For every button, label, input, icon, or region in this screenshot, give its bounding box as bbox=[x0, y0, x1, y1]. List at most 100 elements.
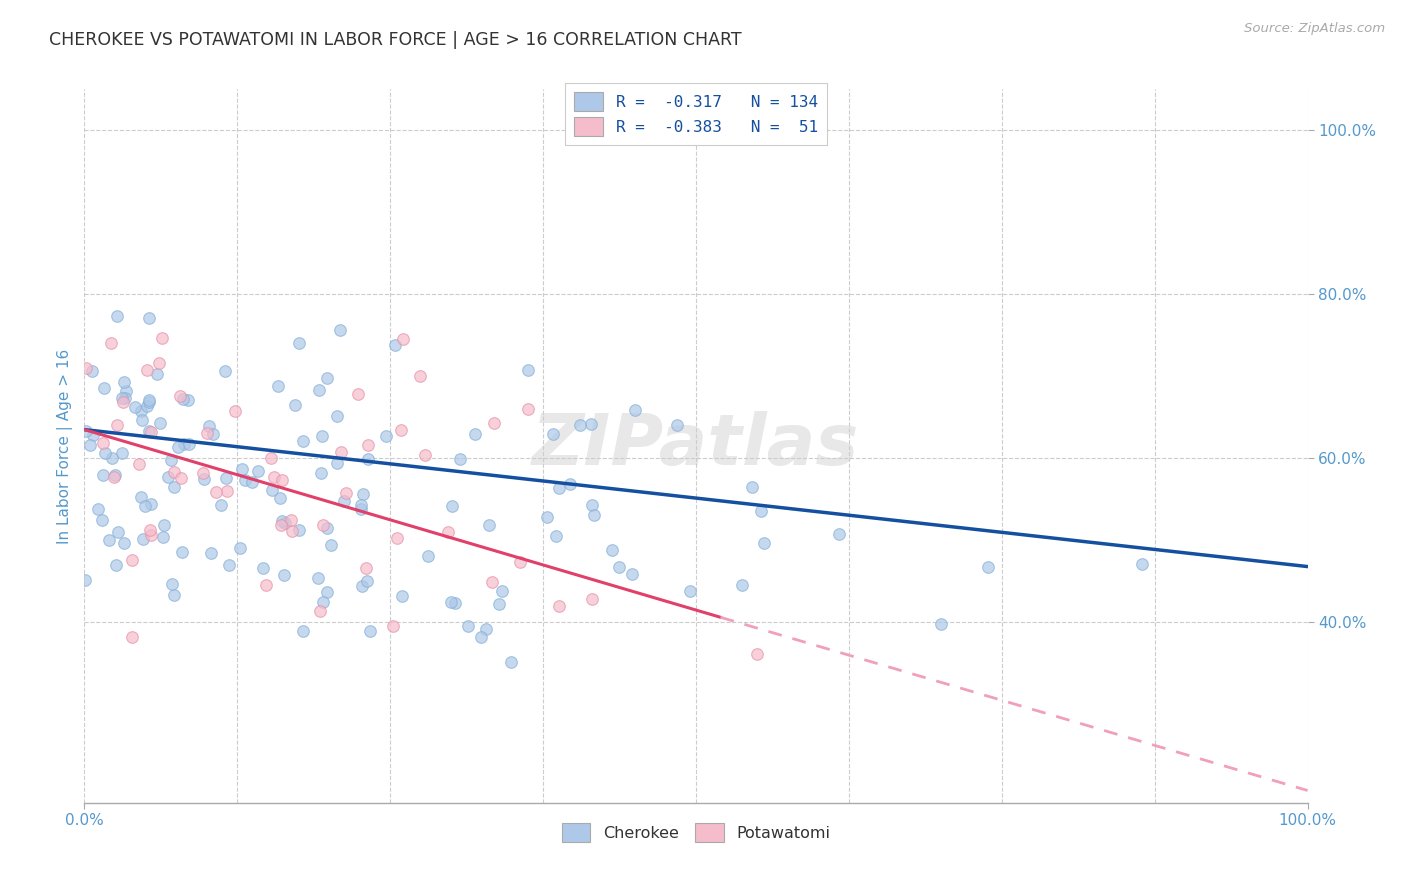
Point bbox=[94, 446, 117, 460]
Y-axis label: In Labor Force | Age > 16: In Labor Force | Age > 16 bbox=[58, 349, 73, 543]
Point bbox=[581, 591, 603, 606]
Point bbox=[138, 311, 160, 326]
Point bbox=[198, 418, 221, 433]
Point bbox=[195, 426, 218, 441]
Point bbox=[621, 567, 644, 582]
Point bbox=[828, 527, 851, 541]
Legend: Cherokee, Potawatomi: Cherokee, Potawatomi bbox=[555, 817, 837, 848]
Point bbox=[177, 393, 200, 408]
Point bbox=[509, 555, 531, 569]
Point bbox=[413, 448, 436, 462]
Point bbox=[112, 376, 135, 390]
Point bbox=[105, 418, 128, 433]
Point bbox=[156, 470, 179, 484]
Point bbox=[311, 429, 333, 443]
Point bbox=[200, 546, 222, 560]
Point bbox=[269, 491, 291, 505]
Text: ZIPatlas: ZIPatlas bbox=[533, 411, 859, 481]
Point bbox=[470, 630, 492, 644]
Point bbox=[270, 473, 292, 487]
Text: CHEROKEE VS POTAWATOMI IN LABOR FORCE | AGE > 16 CORRELATION CHART: CHEROKEE VS POTAWATOMI IN LABOR FORCE | … bbox=[49, 31, 742, 49]
Point bbox=[312, 517, 335, 532]
Point bbox=[138, 424, 160, 438]
Point bbox=[482, 416, 505, 430]
Point bbox=[326, 409, 349, 424]
Point bbox=[475, 622, 498, 636]
Point bbox=[75, 360, 97, 375]
Point bbox=[170, 545, 193, 559]
Point bbox=[134, 500, 156, 514]
Point bbox=[516, 363, 538, 377]
Point bbox=[354, 561, 377, 575]
Point bbox=[111, 446, 134, 460]
Point bbox=[111, 392, 134, 406]
Point bbox=[274, 516, 297, 531]
Point bbox=[741, 480, 763, 494]
Point bbox=[240, 475, 263, 489]
Point bbox=[309, 604, 332, 618]
Point bbox=[136, 400, 159, 414]
Point bbox=[731, 577, 754, 591]
Point bbox=[121, 630, 143, 644]
Point bbox=[350, 501, 373, 516]
Point bbox=[679, 584, 702, 599]
Point bbox=[98, 533, 121, 547]
Point bbox=[160, 576, 183, 591]
Point bbox=[131, 413, 153, 427]
Point bbox=[114, 392, 136, 406]
Point bbox=[170, 470, 193, 484]
Point bbox=[929, 616, 952, 631]
Point bbox=[665, 418, 688, 433]
Point bbox=[73, 573, 96, 587]
Point bbox=[138, 395, 160, 409]
Point bbox=[121, 553, 143, 567]
Point bbox=[309, 467, 332, 481]
Point bbox=[329, 445, 352, 459]
Point bbox=[100, 335, 122, 350]
Point bbox=[267, 379, 290, 393]
Point bbox=[385, 531, 408, 545]
Point bbox=[326, 456, 349, 470]
Point bbox=[312, 594, 335, 608]
Point bbox=[169, 389, 191, 403]
Point bbox=[418, 549, 440, 563]
Point bbox=[384, 337, 406, 351]
Point bbox=[270, 517, 292, 532]
Point bbox=[209, 498, 232, 512]
Point bbox=[977, 559, 1000, 574]
Point bbox=[579, 417, 602, 431]
Point bbox=[101, 450, 124, 465]
Point bbox=[205, 484, 228, 499]
Point bbox=[91, 435, 114, 450]
Point bbox=[129, 404, 152, 418]
Point bbox=[541, 427, 564, 442]
Point bbox=[409, 369, 432, 384]
Point bbox=[128, 457, 150, 471]
Point bbox=[281, 524, 304, 539]
Point bbox=[357, 452, 380, 467]
Point bbox=[600, 542, 623, 557]
Point bbox=[263, 470, 285, 484]
Point bbox=[271, 514, 294, 528]
Point bbox=[437, 524, 460, 539]
Point bbox=[350, 579, 373, 593]
Point bbox=[138, 392, 160, 407]
Point bbox=[335, 485, 357, 500]
Point bbox=[315, 371, 337, 385]
Point bbox=[491, 584, 513, 599]
Point bbox=[536, 509, 558, 524]
Point bbox=[231, 462, 253, 476]
Point bbox=[478, 517, 501, 532]
Point bbox=[288, 523, 311, 537]
Point bbox=[82, 363, 104, 377]
Point bbox=[581, 498, 603, 512]
Point bbox=[163, 465, 186, 479]
Point bbox=[568, 417, 591, 432]
Point bbox=[107, 525, 129, 540]
Point bbox=[346, 386, 368, 401]
Point bbox=[166, 440, 188, 454]
Point bbox=[214, 364, 236, 378]
Point bbox=[103, 470, 125, 484]
Point bbox=[124, 400, 146, 414]
Point bbox=[1130, 558, 1153, 572]
